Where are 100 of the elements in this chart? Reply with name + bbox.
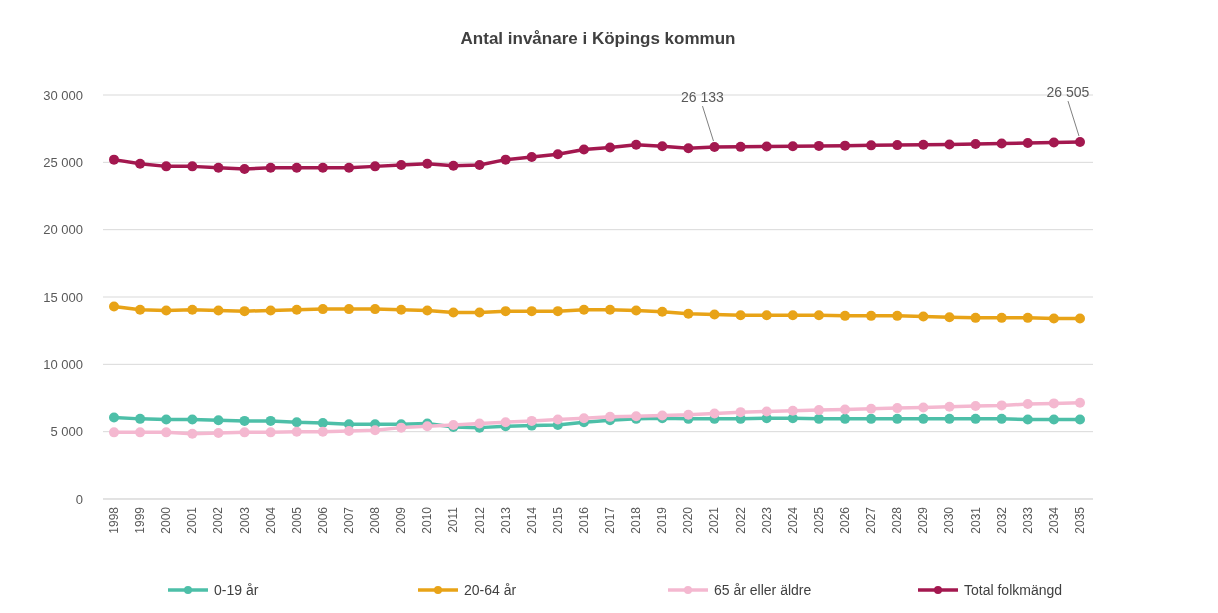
x-tick-label: 2021	[707, 506, 722, 534]
x-tick-label: 2019	[655, 506, 670, 534]
point	[552, 306, 563, 317]
point	[500, 417, 511, 428]
x-tick-label: 2008	[368, 506, 383, 534]
point	[866, 413, 877, 424]
point	[1022, 414, 1033, 425]
point	[866, 403, 877, 414]
point	[317, 304, 328, 315]
point	[1075, 414, 1085, 425]
point	[109, 154, 119, 165]
point	[918, 402, 929, 413]
point	[161, 305, 172, 316]
point	[291, 426, 302, 437]
point	[239, 164, 250, 175]
point	[187, 428, 198, 439]
point	[265, 162, 276, 173]
point	[944, 401, 955, 412]
point	[918, 311, 929, 322]
point	[213, 428, 224, 439]
point	[918, 413, 929, 424]
point	[448, 307, 459, 318]
x-tick-label: 2027	[864, 506, 879, 534]
x-tick-label: 2024	[785, 506, 800, 534]
y-tick-label: 15 000	[43, 289, 83, 305]
point	[474, 418, 485, 429]
legend-label: 0-19 år	[214, 581, 259, 598]
point	[996, 400, 1007, 411]
point	[578, 304, 589, 315]
point	[526, 415, 537, 426]
point	[631, 139, 642, 150]
point	[213, 415, 224, 426]
x-tick-label: 2016	[576, 506, 591, 534]
point	[135, 304, 146, 315]
point	[291, 162, 302, 173]
point	[396, 160, 407, 171]
point	[291, 417, 302, 428]
point	[761, 310, 772, 321]
x-tick-label: 2012	[472, 506, 487, 534]
x-tick-label: 2032	[994, 506, 1009, 534]
point	[1075, 137, 1085, 148]
point	[787, 405, 798, 416]
x-tick-label: 2015	[550, 506, 565, 534]
point	[840, 310, 851, 321]
point	[109, 301, 119, 312]
point	[526, 306, 537, 317]
legend-label: 65 år eller äldre	[714, 581, 812, 598]
x-tick-label: 2014	[524, 506, 539, 534]
point	[500, 154, 511, 165]
x-tick-label: 2006	[315, 506, 330, 534]
point	[213, 305, 224, 316]
point	[135, 427, 146, 438]
point	[605, 142, 616, 153]
point	[605, 304, 616, 315]
point	[944, 413, 955, 424]
point	[474, 160, 485, 171]
y-tick-label: 0	[75, 491, 83, 507]
point	[187, 161, 198, 172]
point	[970, 139, 981, 150]
x-tick-label: 2007	[341, 506, 356, 534]
point	[1048, 414, 1059, 425]
point	[552, 149, 563, 160]
point	[1022, 312, 1033, 323]
x-tick-label: 2004	[263, 506, 278, 534]
x-tick-label: 2023	[759, 506, 774, 534]
point	[970, 401, 981, 412]
x-tick-label: 2030	[942, 506, 957, 534]
point	[657, 306, 668, 317]
y-tick-label: 30 000	[43, 87, 83, 103]
point	[657, 141, 668, 152]
x-tick-label: 2003	[237, 506, 252, 534]
point	[317, 162, 328, 173]
x-tick-label: 2034	[1046, 506, 1061, 534]
point	[813, 413, 824, 424]
point	[109, 412, 119, 423]
point	[343, 304, 354, 315]
point	[474, 307, 485, 318]
point	[761, 141, 772, 152]
y-tick-label: 10 000	[43, 356, 83, 372]
point	[317, 417, 328, 428]
point	[1048, 398, 1059, 409]
point	[761, 406, 772, 417]
point	[239, 427, 250, 438]
point	[840, 413, 851, 424]
legend-label: Total folkmängd	[964, 581, 1063, 598]
point	[787, 141, 798, 152]
point	[161, 161, 172, 172]
point	[265, 415, 276, 426]
point	[213, 162, 224, 173]
point	[892, 403, 903, 414]
point	[813, 310, 824, 321]
point	[709, 309, 720, 320]
chart-title: Antal invånare i Köpings kommun	[460, 29, 736, 48]
point	[317, 426, 328, 437]
annotation: 26 133	[681, 89, 725, 106]
point	[996, 413, 1007, 424]
y-tick-label: 20 000	[43, 222, 83, 238]
point	[683, 308, 694, 319]
y-tick-label: 5 000	[50, 424, 83, 440]
point	[840, 140, 851, 151]
